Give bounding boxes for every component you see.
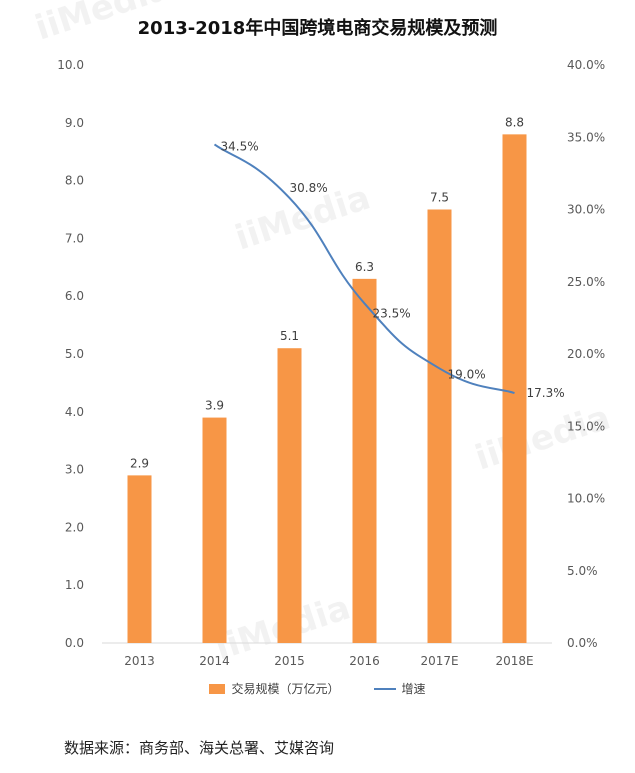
watermark: iiMedia xyxy=(30,0,175,49)
bar-data-label: 7.5 xyxy=(430,191,449,205)
y-tick-label-left: 2.0 xyxy=(65,520,84,534)
bar xyxy=(502,134,527,644)
y-tick-label-right: 10.0% xyxy=(567,492,605,506)
y-tick-label-right: 30.0% xyxy=(567,203,605,217)
bar-data-label: 8.8 xyxy=(505,115,524,129)
growth-line xyxy=(213,143,515,394)
bar-data-label: 5.1 xyxy=(280,329,299,343)
y-tick-label-right: 20.0% xyxy=(567,347,605,361)
y-tick-label-left: 10.0 xyxy=(57,58,84,72)
bar xyxy=(427,209,452,643)
line-data-label: 34.5% xyxy=(221,139,259,153)
y-tick-label-right: 25.0% xyxy=(567,275,605,289)
x-tick-label: 2013 xyxy=(124,654,155,668)
y-tick-label-left: 0.0 xyxy=(65,636,84,650)
y-tick-label-left: 9.0 xyxy=(65,116,84,130)
legend-label-bar: 交易规模（万亿元） xyxy=(231,682,340,696)
bar xyxy=(202,417,227,643)
line-data-label: 30.8% xyxy=(290,181,328,195)
line-data-label: 19.0% xyxy=(448,367,486,381)
bar-data-label: 6.3 xyxy=(355,260,374,274)
bar xyxy=(352,278,377,643)
y-tick-label-right: 15.0% xyxy=(567,419,605,433)
x-tick-label: 2018E xyxy=(495,654,533,668)
legend-label-line: 增速 xyxy=(401,682,426,696)
y-tick-label-right: 0.0% xyxy=(567,636,598,650)
bar xyxy=(127,475,152,643)
y-tick-label-right: 5.0% xyxy=(567,564,598,578)
x-tick-label: 2014 xyxy=(199,654,230,668)
y-tick-label-left: 3.0 xyxy=(65,463,84,477)
y-tick-label-left: 4.0 xyxy=(65,405,84,419)
x-tick-label: 2016 xyxy=(349,654,380,668)
bar-data-label: 3.9 xyxy=(205,399,224,413)
y-tick-label-left: 8.0 xyxy=(65,174,84,188)
chart-title: 2013-2018年中国跨境电商交易规模及预测 xyxy=(137,18,498,39)
line-data-label: 17.3% xyxy=(527,386,565,400)
legend-swatch-line xyxy=(373,687,396,690)
x-tick-label: 2015 xyxy=(274,654,305,668)
y-tick-label-right: 40.0% xyxy=(567,58,605,72)
y-tick-label-left: 5.0 xyxy=(65,347,84,361)
y-tick-label-left: 1.0 xyxy=(65,578,84,592)
legend-item-line: 增速 xyxy=(373,680,426,697)
y-tick-label-left: 7.0 xyxy=(65,231,84,245)
legend: 交易规模（万亿元） 增速 xyxy=(0,680,635,697)
watermark: iiMedia xyxy=(470,398,615,479)
y-tick-label-right: 35.0% xyxy=(567,130,605,144)
bar-data-label: 2.9 xyxy=(130,456,149,470)
legend-swatch-bar xyxy=(209,683,226,694)
legend-item-bar: 交易规模（万亿元） xyxy=(209,680,340,697)
chart: iiMediaiiMediaiiMediaiiMedia0.01.02.03.0… xyxy=(30,0,615,669)
bar xyxy=(277,348,302,643)
line-data-label: 23.5% xyxy=(373,306,411,320)
x-tick-label: 2017E xyxy=(420,654,458,668)
y-tick-label-left: 6.0 xyxy=(65,289,84,303)
source-note: 数据来源：商务部、海关总署、艾媒咨询 xyxy=(64,739,335,757)
